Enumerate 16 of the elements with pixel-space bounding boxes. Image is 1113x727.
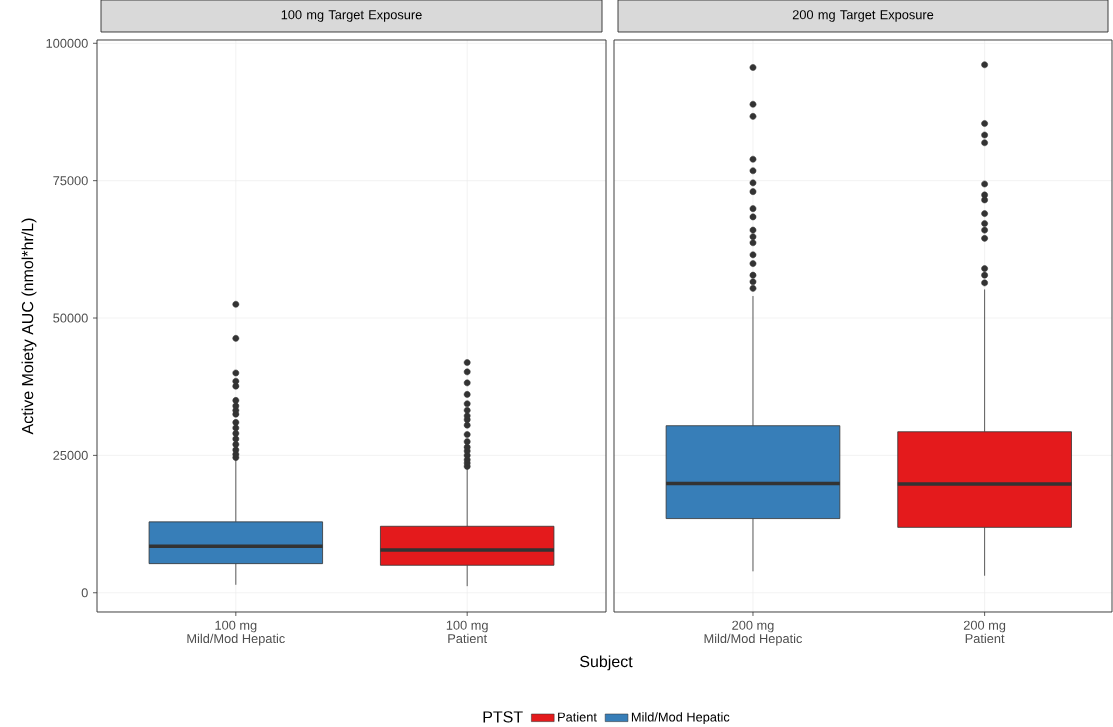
x-tick-label: 200 mg Patient [963, 620, 1006, 644]
y-tick-label: 75000 [53, 176, 88, 186]
legend-label: Mild/Mod Hepatic [631, 712, 730, 725]
legend-title: PTST [483, 711, 523, 723]
chart-title: 100 mg Target Exposure [281, 10, 422, 22]
y-axis-title: Active Moiety AUC (nmol*hr/L) [21, 218, 37, 435]
y-tick-label: 50000 [53, 313, 88, 323]
legend-label: Patient [558, 712, 597, 722]
x-tick-label: 100 mg Mild/Mod Hepatic [187, 620, 285, 646]
x-tick-label: 200 mg Mild/Mod Hepatic [704, 620, 803, 646]
x-axis-title: Subject [580, 655, 633, 671]
y-tick-label: 100000 [46, 38, 88, 48]
y-tick-label: 25000 [53, 450, 88, 460]
y-tick-label: 0 [81, 588, 88, 598]
chart-title: 200 mg Target Exposure [792, 10, 934, 22]
x-tick-label: 100 mg Patient [446, 620, 488, 644]
